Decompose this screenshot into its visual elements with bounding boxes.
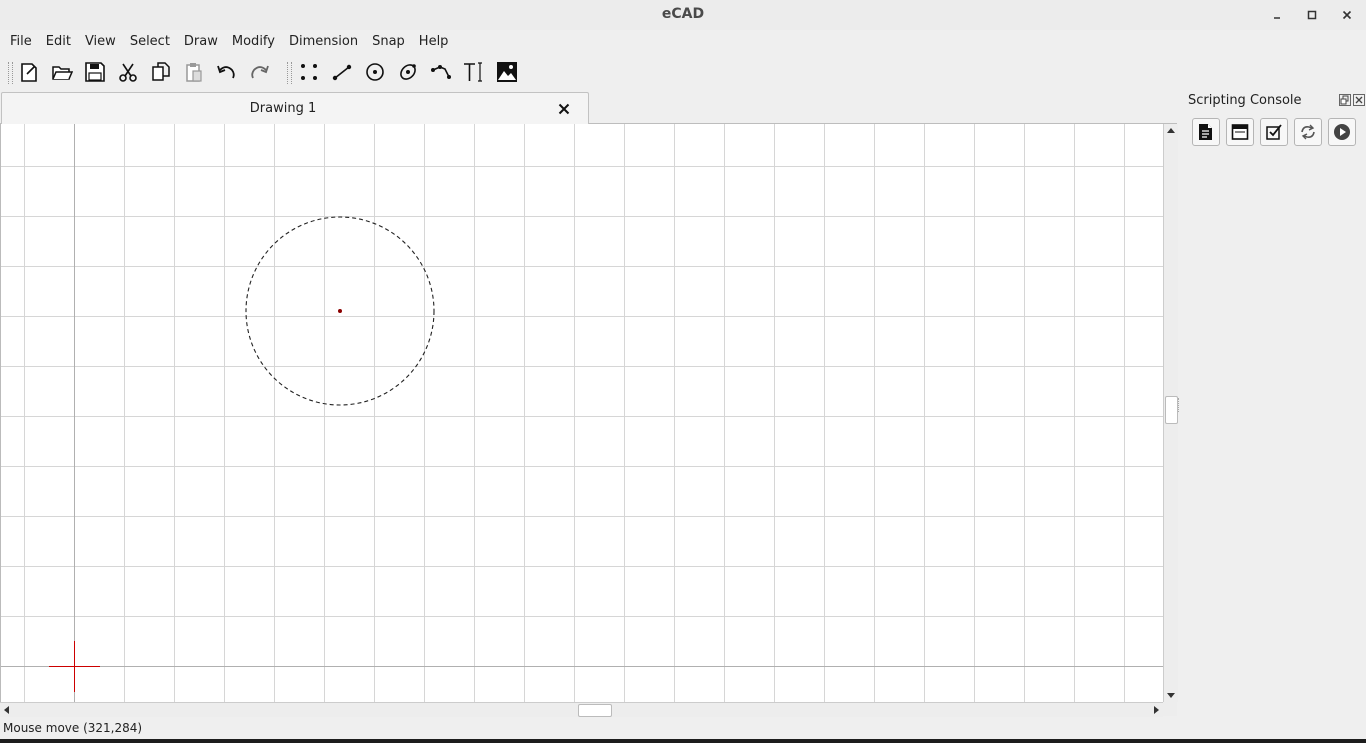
close-button[interactable]: [1336, 4, 1358, 26]
draw-line-icon: [332, 64, 352, 81]
draw-ellipse-icon: [400, 64, 416, 80]
new-file-button[interactable]: [15, 58, 43, 86]
minimize-button[interactable]: [1266, 4, 1288, 26]
menu-select[interactable]: Select: [129, 34, 170, 49]
menu-help[interactable]: Help: [418, 34, 449, 49]
image-icon: [497, 62, 517, 82]
open-button[interactable]: [48, 58, 76, 86]
cut-icon: [119, 63, 137, 82]
text-icon: [464, 62, 482, 82]
maximize-icon: [1307, 10, 1317, 20]
main-toolbar: [0, 54, 1366, 88]
menu-dimension[interactable]: Dimension: [288, 34, 359, 49]
horizontal-scroll-thumb[interactable]: [578, 704, 612, 717]
copy-icon: [152, 62, 170, 81]
status-bar: Mouse move (321,284): [3, 721, 143, 735]
menu-modify[interactable]: Modify: [231, 34, 275, 49]
canvas-svg[interactable]: [1, 124, 1164, 702]
open-script-button[interactable]: [1226, 118, 1254, 146]
title-bar: eCAD: [0, 0, 1366, 30]
menu-draw[interactable]: Draw: [183, 34, 218, 49]
document-tab-bar: Drawing 1: [0, 91, 1177, 124]
scroll-down-icon[interactable]: [1164, 688, 1178, 702]
save-icon: [85, 62, 105, 82]
tab-drawing-1[interactable]: Drawing 1: [1, 92, 589, 124]
console-close-button[interactable]: [1353, 94, 1365, 106]
console-title: Scripting Console: [1188, 93, 1302, 108]
menu-snap[interactable]: Snap: [372, 34, 405, 49]
copy-button[interactable]: [147, 58, 175, 86]
drawing-canvas[interactable]: [0, 124, 1164, 702]
open-script-icon: [1231, 124, 1249, 140]
undo-icon: [217, 65, 235, 79]
redo-button[interactable]: [246, 58, 274, 86]
check-script-button[interactable]: [1260, 118, 1288, 146]
draw-polyline-icon: [431, 65, 451, 79]
minimize-icon: [1274, 17, 1280, 19]
menu-view[interactable]: View: [84, 34, 116, 49]
paste-button[interactable]: [180, 58, 208, 86]
reload-script-button[interactable]: [1294, 118, 1322, 146]
scroll-left-icon[interactable]: [0, 703, 14, 717]
draw-points-button[interactable]: [295, 58, 323, 86]
desktop-strip: [0, 739, 1366, 743]
scroll-up-icon[interactable]: [1164, 124, 1178, 138]
close-icon: [1342, 10, 1352, 20]
menu-file[interactable]: File: [10, 34, 32, 49]
draw-polyline-button[interactable]: [427, 58, 455, 86]
console-float-button[interactable]: [1339, 94, 1351, 106]
console-dock-buttons: [1339, 94, 1365, 106]
scroll-right-icon[interactable]: [1149, 703, 1163, 717]
open-folder-icon: [52, 66, 73, 80]
menu-bar: File Edit View Select Draw Modify Dimens…: [0, 31, 1366, 53]
save-button[interactable]: [81, 58, 109, 86]
text-button[interactable]: [460, 58, 488, 86]
float-icon: [1340, 95, 1349, 105]
draw-circle-icon: [366, 63, 384, 81]
new-script-icon: [1199, 124, 1212, 140]
check-script-icon: [1266, 124, 1282, 140]
tab-close-button[interactable]: [558, 101, 570, 119]
draw-circle-button[interactable]: [361, 58, 389, 86]
toolbar-grip[interactable]: [8, 62, 13, 84]
tab-label: Drawing 1: [249, 101, 317, 116]
draw-ellipse-button[interactable]: [394, 58, 422, 86]
vertical-scrollbar[interactable]: [1163, 124, 1178, 702]
cut-button[interactable]: [114, 58, 142, 86]
image-button[interactable]: [493, 58, 521, 86]
paste-icon: [186, 63, 202, 82]
close-icon: [1355, 96, 1363, 104]
scroll-corner: [1163, 702, 1177, 716]
run-script-icon: [1334, 124, 1350, 140]
redo-icon: [251, 65, 269, 79]
run-script-button[interactable]: [1328, 118, 1356, 146]
close-tab-icon: [558, 103, 570, 115]
draw-points-icon: [301, 64, 317, 80]
draw-line-button[interactable]: [328, 58, 356, 86]
circle-center-point[interactable]: [338, 309, 342, 313]
new-file-icon: [21, 63, 37, 82]
new-script-button[interactable]: [1192, 118, 1220, 146]
horizontal-scrollbar[interactable]: [0, 702, 1163, 717]
window-title: eCAD: [661, 6, 705, 22]
maximize-button[interactable]: [1301, 4, 1323, 26]
reload-script-icon: [1301, 124, 1315, 140]
toolbar-grip-2[interactable]: [287, 62, 292, 84]
circle-entity[interactable]: [245, 216, 435, 406]
menu-edit[interactable]: Edit: [45, 34, 71, 49]
dock-splitter[interactable]: [1178, 398, 1182, 412]
vertical-scroll-thumb[interactable]: [1165, 396, 1178, 424]
undo-button[interactable]: [212, 58, 240, 86]
